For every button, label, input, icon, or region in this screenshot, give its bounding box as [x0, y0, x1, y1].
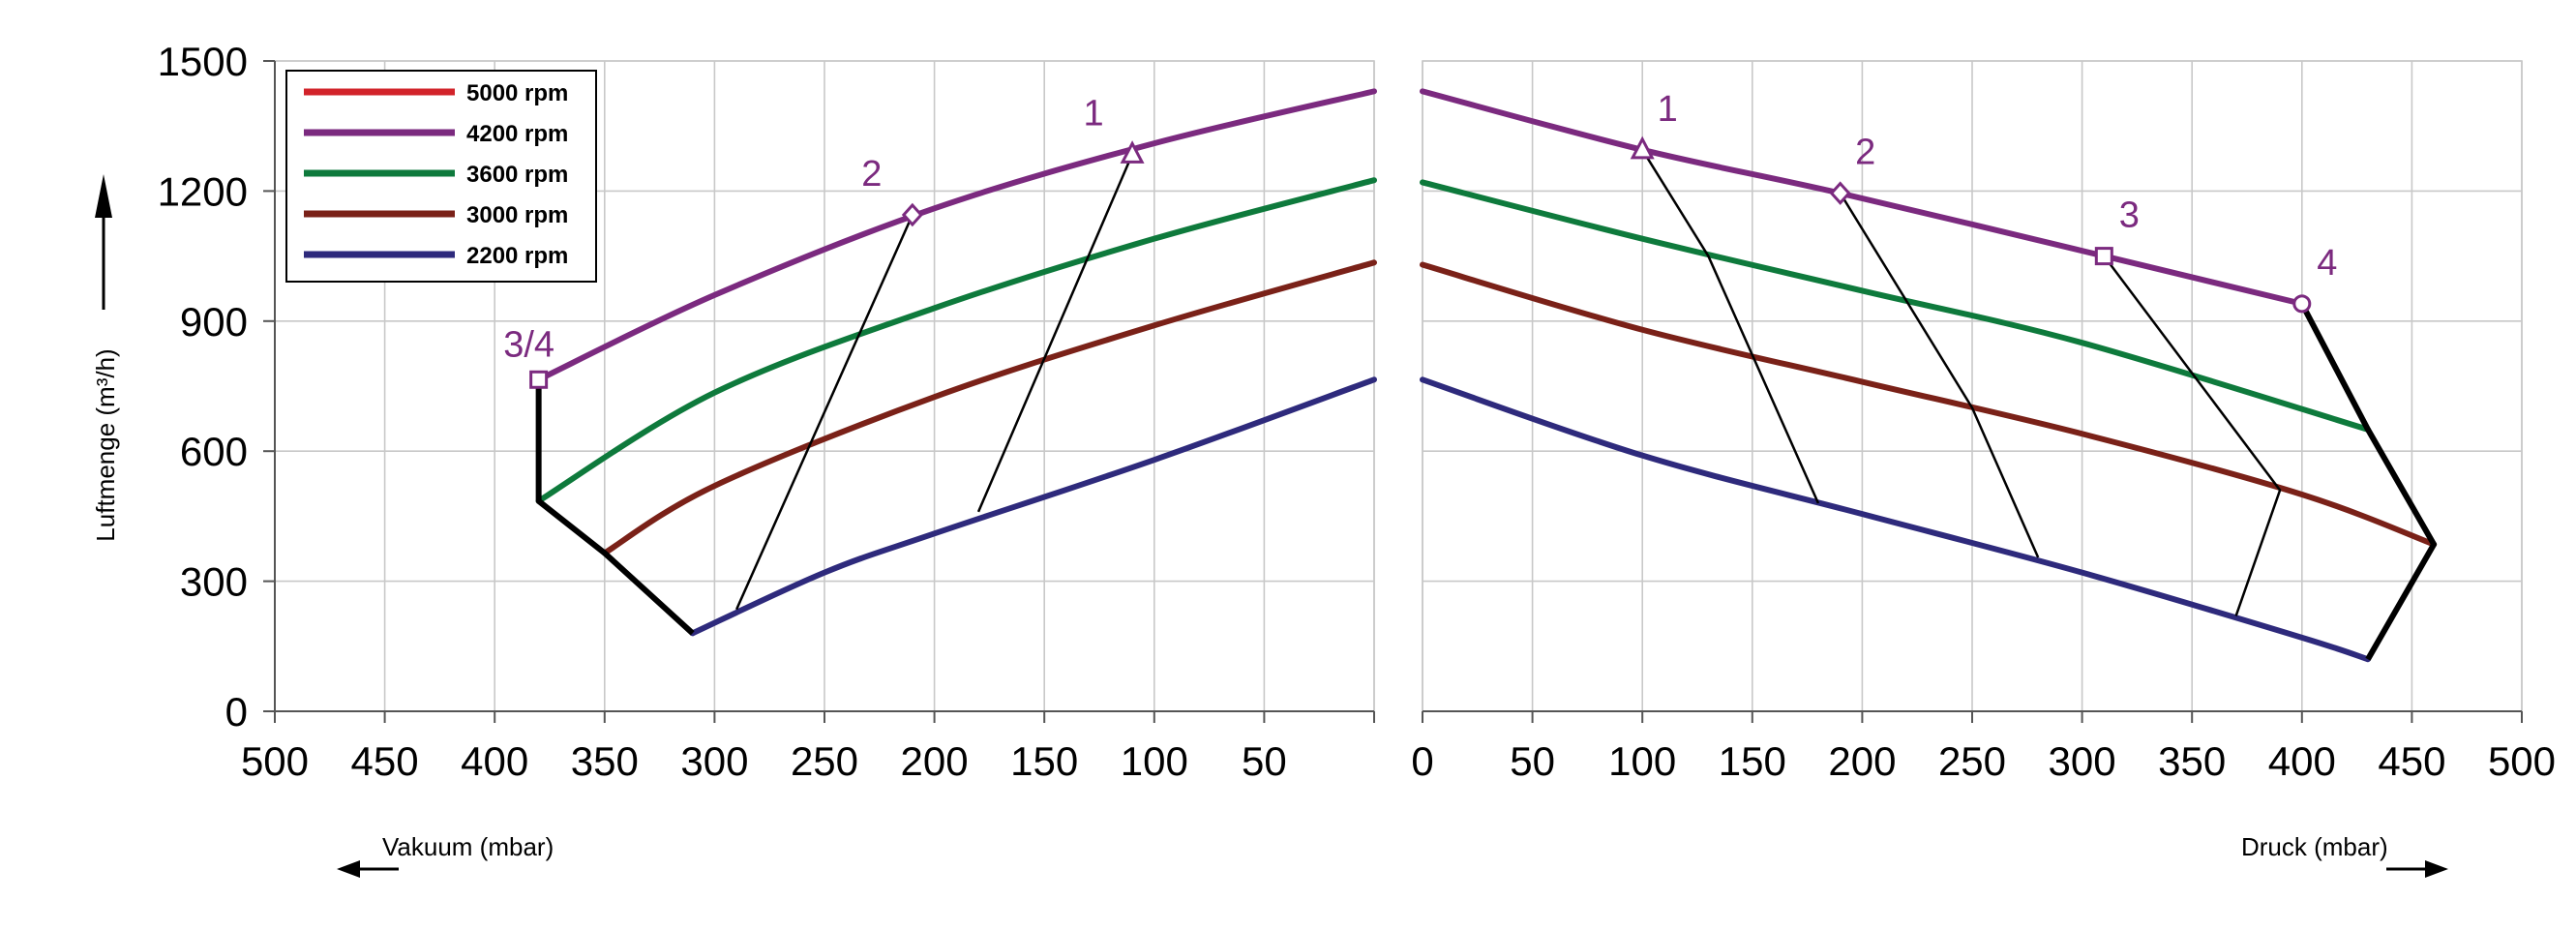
operating-line-vacuum-0: [976, 153, 1134, 513]
x-axis-title-vacuum: Vakuum (mbar): [382, 832, 554, 861]
axis-layer: 500 450 400 350 300 250 200 150 100 50 0 50 100 150 20…: [158, 39, 2556, 784]
x-tick-label-vacuum-3: 350: [571, 738, 639, 784]
series-line-vacuum-3600-rpm: [535, 177, 1377, 504]
y-tick-label-2: 600: [180, 429, 248, 474]
y-tick-label-0: 0: [225, 689, 248, 735]
x-axis-title-pressure: Druck (mbar): [2241, 832, 2388, 861]
legend-label-3000-rpm: 3000 rpm: [466, 202, 568, 228]
x-tick-label-vacuum-4: 300: [680, 738, 748, 784]
x-tick-label-pressure-3: 150: [1719, 738, 1786, 784]
point-label-pressure-2: 3: [2119, 195, 2140, 236]
x-tick-label-pressure-6: 300: [2049, 738, 2116, 784]
marker-triangle-pressure: [1630, 135, 1655, 160]
legend: 5000 rpm 4200 rpm 3600 rpm 3000 rpm 2200 rpm: [285, 70, 597, 283]
x-tick-label-pressure-1: 50: [1510, 738, 1555, 784]
marker-square-vacuum: [529, 370, 549, 389]
envelope-line-vacuum: [535, 379, 695, 636]
y-axis-arrow: [95, 174, 112, 310]
x-tick-label-vacuum-7: 150: [1010, 738, 1078, 784]
x-tick-label-pressure-10: 500: [2488, 738, 2556, 784]
marker-circle-pressure: [2292, 294, 2312, 314]
legend-label-3600-rpm: 3600 rpm: [466, 162, 568, 188]
series-layer: [535, 88, 2438, 663]
y-axis-title: Luftmenge (m³/h): [91, 348, 120, 541]
y-tick-label-3: 900: [180, 299, 248, 345]
point-label-vacuum-1: 2: [861, 154, 882, 195]
y-tick-label-4: 1200: [158, 168, 248, 214]
point-label-pressure-0: 1: [1658, 89, 1678, 130]
marker-square-pressure: [2094, 247, 2113, 266]
x-tick-label-pressure-9: 450: [2378, 738, 2445, 784]
operating-lines-layer: [734, 149, 2282, 616]
markers-layer: [529, 135, 2312, 389]
series-line-vacuum-3000-rpm: [601, 259, 1377, 556]
x-tick-label-pressure-2: 100: [1608, 738, 1676, 784]
labels-layer: 1 2 3/4 1 2 3 4: [503, 89, 2337, 365]
envelope-line-pressure: [2299, 302, 2438, 661]
x-tick-label-pressure-0: 0: [1411, 738, 1433, 784]
legend-label-4200-rpm: 4200 rpm: [466, 121, 568, 147]
legend-label-2200-rpm: 2200 rpm: [466, 243, 568, 269]
operating-line-pressure-1: [1839, 192, 2040, 558]
x-tick-label-pressure-4: 200: [1828, 738, 1896, 784]
marker-diamond-pressure: [1829, 181, 1851, 205]
vacuum-direction-arrow: [337, 860, 399, 878]
point-label-pressure-1: 2: [1855, 133, 1875, 173]
legend-items: 5000 rpm 4200 rpm 3600 rpm 3000 rpm 2200 rpm: [304, 80, 568, 269]
y-tick-label-5: 1500: [158, 39, 248, 84]
point-label-vacuum-2: 3/4: [503, 324, 554, 365]
operating-line-vacuum-1: [734, 214, 914, 611]
x-tick-label-vacuum-8: 100: [1121, 738, 1188, 784]
x-tick-label-pressure-8: 400: [2268, 738, 2336, 784]
x-tick-label-pressure-7: 350: [2158, 738, 2226, 784]
y-tick-label-1: 300: [180, 559, 248, 605]
x-tick-label-vacuum-1: 450: [351, 738, 419, 784]
x-tick-label-pressure-5: 250: [1938, 738, 2006, 784]
series-line-pressure-3000-rpm: [1420, 261, 2438, 548]
series-line-pressure-2200-rpm: [1420, 376, 2371, 663]
point-label-vacuum-0: 1: [1084, 93, 1104, 134]
x-tick-label-vacuum-6: 200: [901, 738, 969, 784]
series-line-vacuum-2200-rpm: [689, 376, 1377, 637]
operating-line-pressure-0: [1641, 149, 1820, 504]
x-tick-label-vacuum-0: 500: [241, 738, 309, 784]
marker-triangle-vacuum: [1120, 140, 1145, 164]
envelope-layer: [535, 302, 2438, 661]
marker-diamond-vacuum: [901, 202, 923, 227]
pressure-direction-arrow: [2386, 860, 2448, 878]
operating-line-pressure-2: [2103, 255, 2282, 616]
legend-label-5000-rpm: 5000 rpm: [466, 80, 568, 106]
series-line-vacuum-4200-rpm: [535, 88, 1377, 383]
x-tick-label-vacuum-2: 400: [461, 738, 528, 784]
x-tick-label-vacuum-9: 50: [1242, 738, 1287, 784]
grid-layer: [274, 60, 2523, 712]
point-label-pressure-3: 4: [2317, 243, 2337, 284]
x-tick-label-vacuum-5: 250: [791, 738, 858, 784]
